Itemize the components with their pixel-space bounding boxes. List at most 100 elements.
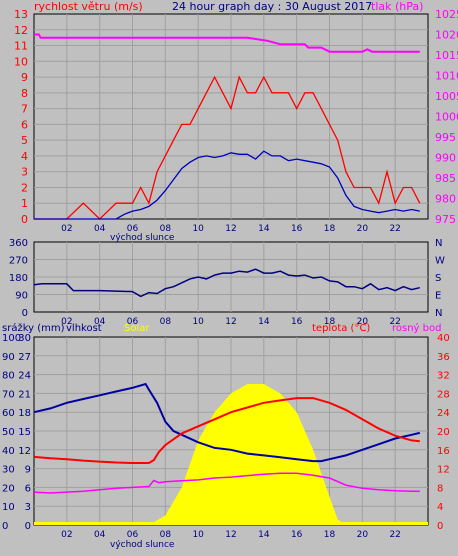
x-tick-label: 08: [160, 530, 172, 540]
wind-speed-axis-label: rychlost větru (m/s): [34, 0, 143, 13]
temperature-y-tick-label: 24: [437, 408, 450, 419]
compass-tick-label: W: [435, 256, 445, 267]
humidity-y-tick-label: 30: [2, 465, 15, 476]
x-tick-label: 08: [160, 317, 172, 327]
humidity-axis-label: vlhkost: [66, 323, 102, 334]
x-tick-label: 14: [258, 317, 270, 327]
x-tick-label: 20: [357, 224, 369, 234]
direction-y-tick-label: 180: [9, 273, 28, 284]
humidity-y-tick-label: 90: [2, 352, 15, 363]
series-gust: [34, 75, 421, 220]
x-tick-label: 16: [291, 530, 303, 540]
rain-y-tick-label: 12: [18, 446, 31, 457]
rain-y-tick-label: 6: [25, 483, 31, 494]
rain-y-tick-label: 24: [18, 371, 31, 382]
x-tick-label: 02: [61, 317, 72, 327]
pressure-y-tick-label: 990: [435, 152, 456, 165]
compass-tick-label: S: [435, 273, 441, 284]
temperature-y-tick-label: 12: [437, 465, 450, 476]
x-tick-label: 16: [291, 224, 303, 234]
pressure-y-tick-label: 980: [435, 193, 456, 206]
direction-y-tick-label: 360: [9, 238, 28, 249]
temperature-axis-label: teplota (°C): [312, 323, 370, 334]
wind-y-tick-label: 1: [21, 197, 28, 210]
direction-y-tick-label: 270: [9, 256, 28, 267]
wind-y-tick-label: 10: [14, 55, 28, 68]
humidity-y-tick-label: 80: [2, 371, 15, 382]
humidity-y-tick-label: 10: [2, 502, 15, 513]
pressure-y-tick-label: 975: [435, 213, 456, 226]
wind-y-tick-label: 12: [14, 24, 28, 37]
x-tick-label: 22: [389, 224, 400, 234]
series-temperature: [33, 397, 420, 464]
humidity-y-tick-label: 70: [2, 389, 15, 400]
compass-tick-label: N: [435, 238, 442, 249]
sunrise-caption-bottom: východ slunce: [110, 540, 175, 550]
series-rain-bar: [34, 522, 428, 525]
humidity-y-tick-label: 60: [2, 408, 15, 419]
humidity-y-tick-label: 100: [2, 333, 21, 344]
temperature-y-tick-label: 0: [437, 521, 443, 532]
x-tick-label: 10: [192, 317, 204, 327]
wind-y-tick-label: 0: [21, 213, 28, 226]
pressure-y-tick-label: 1010: [435, 70, 458, 83]
rain-y-tick-label: 15: [18, 427, 31, 438]
wind-pressure-panel: 0123456789101112139759809859909951000100…: [14, 8, 458, 234]
x-tick-label: 04: [94, 530, 106, 540]
x-tick-label: 02: [61, 224, 72, 234]
humidity-y-tick-label: 20: [2, 483, 15, 494]
x-tick-label: 12: [225, 530, 236, 540]
rain-y-tick-label: 0: [25, 521, 31, 532]
temperature-y-tick-label: 40: [437, 333, 450, 344]
series-humidity: [33, 382, 421, 463]
rain-humidity-temperature-panel: 0102030405060708090100036912151821242730…: [2, 333, 450, 540]
pressure-y-tick-label: 1015: [435, 49, 458, 62]
pressure-y-tick-label: 1025: [435, 8, 458, 21]
temperature-y-tick-label: 36: [437, 352, 450, 363]
x-tick-label: 20: [357, 317, 369, 327]
humidity-y-tick-label: 0: [2, 521, 8, 532]
wind-y-tick-label: 8: [21, 87, 28, 100]
compass-tick-label: E: [435, 291, 441, 302]
temperature-y-tick-label: 20: [437, 427, 450, 438]
x-tick-label: 18: [324, 530, 336, 540]
wind-y-tick-label: 11: [14, 40, 28, 53]
wind-y-tick-label: 5: [21, 134, 28, 147]
series-direction: [33, 268, 420, 298]
temperature-y-tick-label: 8: [437, 483, 443, 494]
humidity-y-tick-label: 40: [2, 446, 15, 457]
rain-y-tick-label: 30: [18, 333, 31, 344]
wind-y-tick-label: 9: [21, 71, 28, 84]
temperature-y-tick-label: 16: [437, 446, 450, 457]
wind-y-tick-label: 4: [21, 150, 28, 163]
temperature-y-tick-label: 4: [437, 502, 443, 513]
x-tick-label: 18: [324, 224, 336, 234]
x-tick-label: 04: [94, 224, 106, 234]
rain-axis-label: srážky (mm): [2, 322, 65, 334]
humidity-y-tick-label: 50: [2, 427, 15, 438]
x-tick-label: 14: [258, 530, 270, 540]
chart-title: 24 hour graph day : 30 August 2017: [172, 0, 372, 13]
x-tick-label: 02: [61, 530, 72, 540]
wind-y-tick-label: 2: [21, 181, 28, 194]
x-tick-label: 16: [291, 317, 303, 327]
wind-y-tick-label: 6: [21, 118, 28, 131]
rain-y-tick-label: 18: [18, 408, 31, 419]
x-tick-label: 06: [127, 224, 139, 234]
x-tick-label: 22: [389, 530, 400, 540]
wind-y-tick-label: 7: [21, 103, 28, 116]
dew-point-axis-label: rosný bod: [392, 322, 441, 334]
x-tick-label: 06: [127, 530, 139, 540]
wind-y-tick-label: 13: [14, 8, 28, 21]
pressure-y-tick-label: 985: [435, 172, 456, 185]
x-tick-label: 20: [357, 530, 369, 540]
pressure-y-tick-label: 1005: [435, 90, 458, 103]
sunrise-caption-top: východ slunce: [110, 233, 175, 243]
temperature-y-tick-label: 28: [437, 389, 450, 400]
x-tick-label: 12: [225, 224, 236, 234]
